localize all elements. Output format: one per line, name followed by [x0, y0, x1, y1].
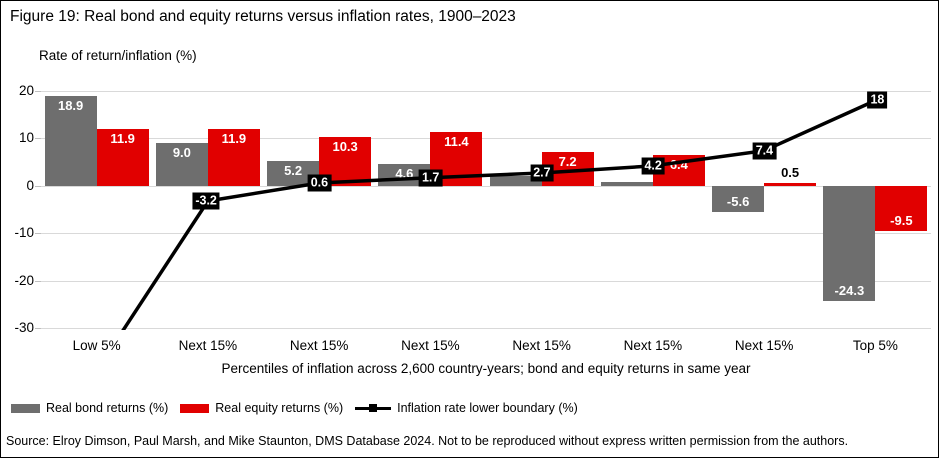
equity-bar [96, 129, 149, 186]
inflation-value-label: 18 [867, 91, 888, 109]
y-axis-tick [35, 185, 41, 187]
y-axis-tick [35, 138, 41, 140]
bond-bar [600, 182, 653, 186]
chart-title: Figure 19: Real bond and equity returns … [10, 8, 516, 25]
inflation-value-label: -3.2 [192, 192, 220, 210]
chart-legend: Real bond returns (%) Real equity return… [11, 401, 578, 415]
gridline [41, 185, 931, 187]
bar-value-label: 0.5 [781, 165, 800, 181]
bar-value-label: 5.2 [284, 163, 303, 179]
bar-value-label: 10.3 [332, 138, 358, 154]
y-tick-label: 20 [18, 83, 34, 98]
x-axis-category-label: Next 15% [401, 338, 460, 353]
bar-value-label: 11.4 [444, 133, 469, 149]
gridline [41, 280, 931, 282]
y-axis-tick [35, 233, 41, 235]
x-axis-category-label: Next 15% [512, 338, 571, 353]
legend-bond-swatch [11, 403, 40, 413]
y-tick-label: 0 [26, 177, 34, 193]
gridline [41, 233, 931, 235]
y-axis-tick [35, 280, 41, 282]
bar-value-label: 18.9 [57, 98, 84, 114]
gridline [41, 138, 931, 140]
legend-inflation-label: Inflation rate lower boundary (%) [397, 401, 578, 415]
x-axis-category-label: Next 15% [734, 338, 794, 353]
bar-value-label: 11.9 [221, 131, 247, 147]
bar-value-label: 7.2 [558, 153, 577, 169]
bond-bar [44, 96, 97, 186]
bond-bar [155, 143, 208, 186]
legend-equity-label: Real equity returns (%) [215, 401, 344, 415]
bond-bar [823, 185, 876, 301]
inflation-value-label: 7.4 [752, 142, 777, 160]
gridline [41, 328, 931, 329]
gridline [41, 91, 931, 92]
x-axis-category-label: Next 15% [178, 338, 238, 353]
equity-bar [875, 185, 928, 231]
plot-area: 18.9 9.0 5.2 4.6 -5.6 -24.3 11.9 11.9 10.3 11.4 7.… [41, 91, 931, 330]
x-axis-title: Percentiles of inflation across 2,600 co… [221, 361, 751, 376]
y-tick-label: -30 [14, 320, 34, 335]
bar-value-label: -5.6 [726, 194, 750, 210]
x-axis-category-label: Low 5% [72, 338, 121, 353]
y-tick-label: 10 [18, 130, 34, 146]
x-axis-category-label: Next 15% [623, 338, 683, 353]
bar-value-label: -24.3 [834, 282, 865, 298]
y-tick-label: -20 [14, 272, 34, 288]
x-axis-category-label: Next 15% [289, 338, 349, 353]
y-axis-title: Rate of return/inflation (%) [39, 48, 197, 63]
inflation-line [121, 98, 877, 330]
legend-bond-label: Real bond returns (%) [46, 401, 169, 415]
y-tick-label: -10 [14, 225, 34, 241]
bar-value-label: -9.5 [890, 212, 913, 228]
inflation-value-label: 4.2 [641, 157, 665, 175]
inflation-value-label: 2.7 [530, 164, 554, 182]
bar-value-label: 9.0 [172, 145, 191, 161]
legend-inflation-line-icon [355, 403, 392, 413]
bond-bar [712, 185, 765, 213]
equity-bar [207, 129, 260, 186]
inflation-line-layer [121, 95, 880, 330]
legend-equity-swatch [180, 403, 210, 413]
source-attribution: Source: Elroy Dimson, Paul Marsh, and Mi… [6, 434, 849, 448]
y-axis-tick [35, 91, 41, 92]
bar-value-label: 11.9 [110, 131, 135, 147]
y-axis-tick [35, 328, 41, 329]
equity-bar [764, 183, 817, 186]
inflation-value-label: 0.6 [307, 174, 332, 192]
bond-bar [489, 176, 542, 186]
inflation-value-label: 1.7 [418, 169, 443, 187]
x-axis-category-label: Top 5% [852, 338, 898, 353]
